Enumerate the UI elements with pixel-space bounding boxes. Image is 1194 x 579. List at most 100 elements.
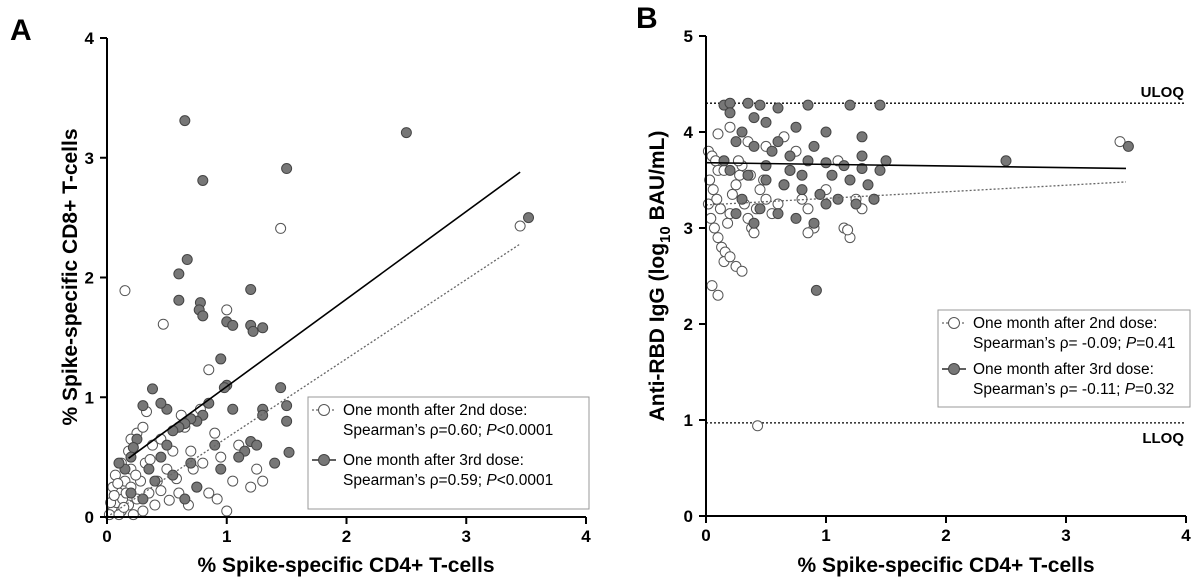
panel-b-ref-label-uloq: ULOQ (1141, 84, 1185, 101)
panel-b-ref-label-lloq: LLOQ (1142, 430, 1184, 447)
panel-b-y-axis-title-tail: BAU/mL) (646, 131, 669, 227)
panel-b-legend-label: One month after 2nd dose: (973, 315, 1157, 332)
panel-b-point-third-dose (736, 193, 748, 205)
panel-a-point-third-dose (191, 481, 203, 493)
panel-b-point-third-dose (760, 116, 772, 128)
panel-b-x-tick-label: 4 (1181, 526, 1191, 545)
panel-b-point-third-dose (718, 155, 730, 167)
panel-b-point-third-dose (778, 179, 790, 191)
panel-b-y-tick-label: 3 (684, 219, 693, 238)
panel-a-point-second-dose (245, 481, 257, 493)
panel-b-point-third-dose (748, 140, 760, 152)
panel-b-x-axis-title: % Spike-specific CD4+ T-cells (797, 554, 1094, 577)
panel-a-point-third-dose (125, 487, 137, 499)
panel-b-point-second-dose (1114, 136, 1126, 148)
panel-b-legend-label: One month after 3rd dose: (973, 361, 1154, 378)
panel-a-regression-second-dose (106, 243, 521, 518)
panel-a-y-tick-label: 4 (85, 29, 95, 48)
panel-a-x-tick-label: 4 (581, 527, 591, 546)
panel-b-y-tick-label: 0 (684, 507, 693, 526)
panel-a-point-second-dose (163, 494, 175, 506)
panel-b-point-third-dose (856, 162, 868, 174)
panel-a-point-second-dose (118, 501, 130, 513)
panel-b-y-axis-title-sub: 10 (657, 226, 674, 243)
panel-a-point-second-dose (137, 421, 149, 433)
panel-a-point-second-dose (275, 222, 287, 234)
panel-b-point-third-dose (856, 131, 868, 143)
panel-a-point-third-dose (181, 254, 193, 266)
panel-b-y-tick-label: 1 (684, 411, 693, 430)
panel-b-legend: One month after 2nd dose: Spearman’s ρ= -… (937, 309, 1191, 408)
panel-a-ticks: 0 1 2 3 4 0 1 2 3 4 (85, 29, 592, 546)
panel-b-point-second-dose (714, 203, 726, 215)
panel-a-point-second-dose (197, 457, 209, 469)
panel-a-y-tick-label: 2 (85, 269, 94, 288)
panel-a-point-third-dose (281, 415, 293, 427)
panel-a-point-third-dose (251, 439, 263, 451)
panel-a-point-third-dose (197, 175, 209, 187)
panel-a-point-second-dose (215, 451, 227, 463)
panel-b-point-second-dose (704, 174, 716, 186)
panel-a-point-second-dose (108, 489, 120, 501)
panel-a-x-axis-title: % Spike-specific CD4+ T-cells (197, 554, 494, 577)
panel-b-y-axis-title-main: Anti-RBD IgG (log (646, 243, 669, 421)
panel-b-point-third-dose (748, 112, 760, 124)
panel-b-point-third-dose (832, 193, 844, 205)
panel-b-point-second-dose (712, 289, 724, 301)
panel-b-point-third-dose (760, 160, 772, 172)
panel-b-point-third-dose (1000, 155, 1012, 167)
panel-a-point-second-dose (514, 220, 526, 232)
panel-a-point-third-dose (523, 212, 535, 224)
panel-b-point-third-dose (790, 121, 802, 133)
panel-b-y-tick-label: 5 (684, 27, 693, 46)
panel-a-points (103, 115, 535, 521)
panel-a-point-third-dose (281, 400, 293, 412)
panel-a-point-third-dose (227, 319, 239, 331)
panel-a-x-tick-label: 2 (342, 527, 351, 546)
panel-a-point-third-dose (137, 400, 149, 412)
panel-b-point-third-dose (736, 126, 748, 138)
panel-b-point-second-dose (712, 232, 724, 244)
panel-b-point-second-dose (752, 420, 764, 432)
panel-b-point-third-dose (808, 217, 820, 229)
panel-b-point-third-dose (724, 107, 736, 119)
panel-letter-a: A (10, 14, 32, 47)
panel-b-point-second-dose (802, 227, 814, 239)
panel-a-point-third-dose (147, 383, 159, 395)
panel-b-point-third-dose (1122, 140, 1134, 152)
panel-b-point-third-dose (742, 97, 754, 109)
panel-a-point-second-dose (119, 285, 131, 297)
panel-a-point-third-dose (227, 403, 239, 415)
panel-b-point-second-dose (736, 265, 748, 277)
panel-b-point-third-dose (844, 99, 856, 111)
panel-a-point-third-dose (161, 439, 173, 451)
panel-b-point-second-dose (842, 224, 854, 236)
panel-b-point-second-dose (712, 128, 724, 140)
panel-b-point-third-dose (844, 174, 856, 186)
panel-b-point-third-dose (850, 198, 862, 210)
panel-b-point-third-dose (772, 102, 784, 114)
panel-b-y-tick-label: 2 (684, 315, 693, 334)
panel-b-point-third-dose (796, 184, 808, 196)
panel-a: A 0 1 2 3 4 0 1 2 3 4 % Spike-specific CD4+ T-cel… (10, 14, 591, 577)
panel-b-point-third-dose (730, 208, 742, 220)
panel-a-point-second-dose (157, 318, 169, 330)
panel-b-point-third-dose (772, 136, 784, 148)
panel-b-y-tick-label: 4 (684, 123, 694, 142)
panel-a-point-third-dose (257, 322, 269, 334)
panel-a-point-third-dose (137, 493, 149, 505)
panel-a-legend: One month after 2nd dose: Spearman’s ρ=0.… (307, 396, 590, 510)
panel-b-point-second-dose (724, 121, 736, 133)
panel-letter-b: B (636, 2, 658, 35)
panel-a-point-third-dose (185, 457, 197, 469)
panel-b-point-third-dose (820, 126, 832, 138)
panel-b-point-third-dose (748, 217, 760, 229)
panel-a-point-third-dose (173, 294, 185, 306)
panel-b-point-third-dose (724, 164, 736, 176)
panel-a-x-tick-label: 3 (462, 527, 471, 546)
panel-b-reference-lines: ULOQ LLOQ (706, 84, 1186, 447)
panel-b-point-second-dose (726, 188, 738, 200)
panel-b-point-second-dose (706, 280, 718, 292)
panel-b-point-third-dose (754, 99, 766, 111)
panel-a-point-third-dose (173, 268, 185, 280)
